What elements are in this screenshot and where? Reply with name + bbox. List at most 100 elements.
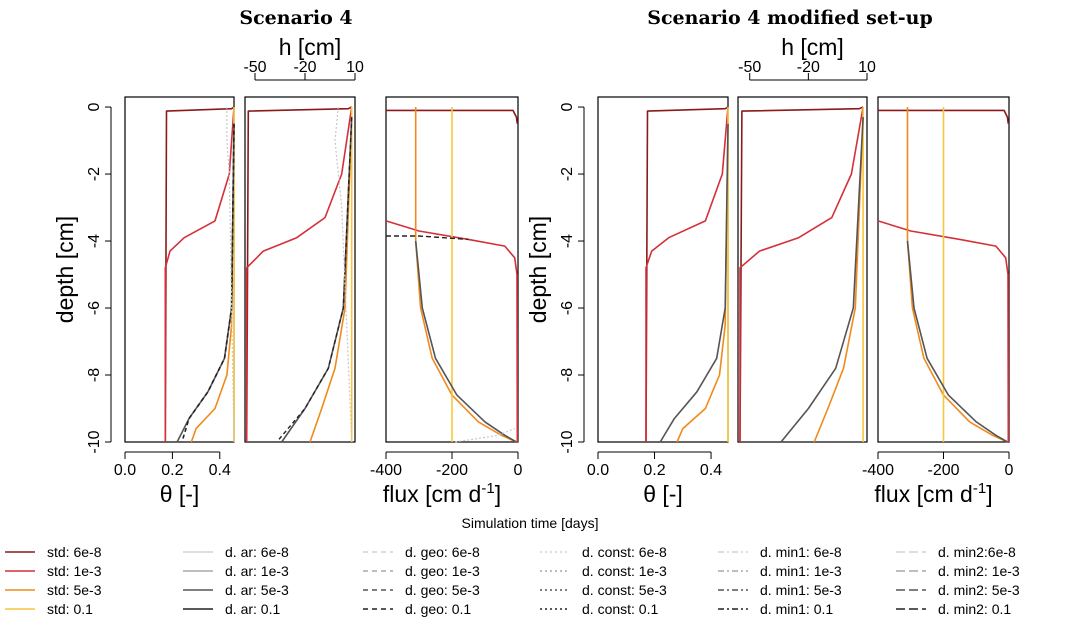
flux-std-5e-3 [414,107,517,443]
legend-label-6-1: d. min2:6e-8 [938,544,1016,560]
y-axis-title: depth [cm] [52,216,78,323]
legend-label-3-1: d. geo: 6e-8 [405,544,480,560]
legend: Simulation time [days] std: 6e-8 std: 1e-… [5,515,1020,617]
x-tick-label: -50 [243,59,266,76]
flux-ar-0.1 [386,235,469,241]
panel-right-3: -400 -200 0 flux [cm d-1] [862,96,1014,507]
x-tick-label: 0.0 [114,462,136,479]
y-tick-label: -6 [86,301,103,315]
h-ar-0.1 [276,117,353,443]
x-axis-title-theta: θ [-] [643,481,683,507]
theta-line-7 [226,107,235,443]
x-axis-title-flux: flux [cm d-1] [383,480,501,507]
theta-line-1 [645,106,729,443]
legend-label-4-2: d. const: 1e-3 [582,563,667,579]
theta-line-2 [164,106,235,442]
legend-label-1-2: std: 1e-3 [47,563,102,579]
legend-title: Simulation time [days] [462,515,599,531]
x-tick-label: -20 [293,59,316,76]
y-tick-label: 0 [86,103,103,112]
x-tick-label: -50 [738,59,761,76]
legend-label-1-3: std: 5e-3 [47,582,102,598]
h-std-5e-3 [309,117,353,443]
y-tick-label: -2 [559,167,576,181]
panel-frame [737,96,868,443]
h-std-5e-3 [813,117,864,443]
y-tick-label: -8 [86,368,103,382]
y-tick-label: -10 [559,430,576,453]
flux-std-1e-3 [385,220,519,443]
panel-right-1: 0.0 0.2 0.4 θ [-] 0 -2 -4 -6 -8 -10 depth [cm] [525,96,729,507]
legend-label-2-3: d. ar: 5e-3 [225,582,289,598]
x-tick-label: 0 [514,462,523,479]
legend-label-5-4: d. min1: 0.1 [760,601,833,617]
flux-std-1e-3 [877,220,1010,443]
x-tick-label: 0.4 [700,462,722,479]
legend-label-5-2: d. min1: 1e-3 [760,563,842,579]
legend-label-3-3: d. geo: 5e-3 [405,582,480,598]
x-tick-label: 0 [1005,462,1014,479]
theta-line-5 [659,123,729,443]
theta-line-2 [645,106,729,442]
legend-label-4-3: d. const: 5e-3 [582,582,667,598]
legend-label-6-3: d. min2: 5e-3 [938,582,1020,598]
panel-right-2: -50 -20 10 h [cm] [737,34,876,443]
h-std-6e-8 [245,106,353,443]
h-std-1e-3 [739,106,864,442]
theta-line-3 [676,123,729,443]
y-tick-label: -2 [86,167,103,181]
theta-line-3 [190,123,235,443]
x-axis-title-flux: flux [cm d-1] [874,480,992,507]
legend-label-1-4: std: 0.1 [47,601,93,617]
legend-label-3-4: d. geo: 0.1 [405,601,471,617]
theta-line-1 [164,106,235,443]
panel-left-3: -400 -200 0 flux [cm d-1] [370,96,523,507]
x-tick-label: 0.0 [587,462,609,479]
legend-label-5-3: d. min1: 5e-3 [760,582,842,598]
flux-std-5e-3 [906,107,1008,443]
x-axis-title-h: h [cm] [279,34,342,60]
h-ar-5e-3 [281,117,353,443]
y-axis-title: depth [cm] [525,216,551,323]
legend-label-5-1: d. min1: 6e-8 [760,544,842,560]
x-tick-label: -400 [862,462,894,479]
x-tick-label: -200 [436,462,468,479]
x-axis-title-h: h [cm] [781,34,844,60]
flux-ar-5e-3 [414,240,517,443]
legend-label-2-2: d. ar: 1e-3 [225,563,289,579]
y-tick-label: -8 [559,368,576,382]
x-tick-label: 10 [858,59,876,76]
x-tick-label: 0.2 [643,462,665,479]
x-tick-label: 0.2 [161,462,183,479]
x-tick-label: -20 [797,59,820,76]
h-ar-5e-3 [780,117,864,443]
y-tick-label: -6 [559,301,576,315]
title-left: Scenario 4 [239,7,352,29]
flux-std-6e-8 [878,109,1010,124]
panel-left-1: 0.0 0.2 0.4 θ [-] 0 -2 -4 -6 -8 -10 depth [cm] [52,96,235,507]
legend-label-6-2: d. min2: 1e-3 [938,563,1020,579]
flux-std-6e-8 [386,109,519,124]
legend-label-6-4: d. min2: 0.1 [938,601,1011,617]
h-std-1e-3 [245,106,353,442]
x-tick-label: 0.4 [209,462,231,479]
legend-label-2-1: d. ar: 6e-8 [225,544,289,560]
panel-frame [244,96,356,443]
x-tick-label: -400 [370,462,402,479]
panel-frame [597,96,729,443]
panel-frame [124,96,235,443]
legend-label-4-4: d. const: 0.1 [582,601,658,617]
legend-label-3-2: d. geo: 1e-3 [405,563,480,579]
x-axis-title-theta: θ [-] [160,481,200,507]
y-tick-label: -10 [86,430,103,453]
title-right: Scenario 4 modified set-up [647,7,932,29]
legend-label-4-1: d. const: 6e-8 [582,544,667,560]
y-tick-label: 0 [559,103,576,112]
legend-label-1-1: std: 6e-8 [47,544,102,560]
x-tick-label: -200 [927,462,959,479]
panel-left-2: -50 -20 10h [cm] [243,34,364,443]
h-std-6e-8 [739,106,864,443]
flux-ar-5e-3 [906,240,1008,443]
x-tick-label: 10 [346,59,364,76]
